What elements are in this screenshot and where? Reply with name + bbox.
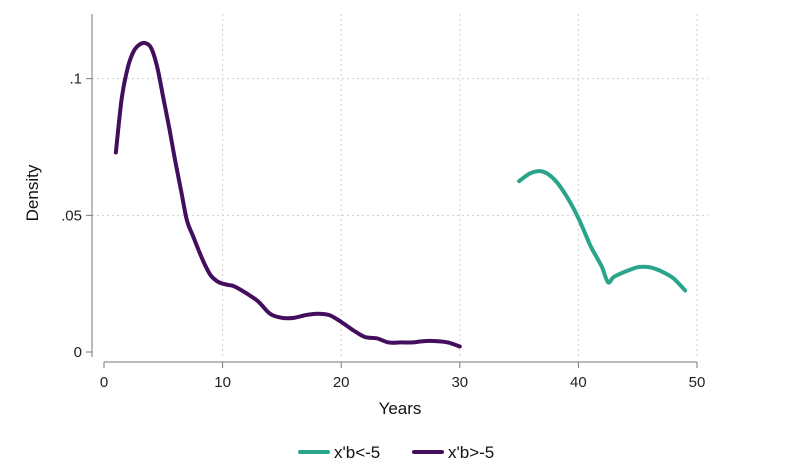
axes	[91, 14, 697, 363]
x-tick-label: 20	[333, 374, 350, 391]
y-axis-title: Density	[23, 164, 42, 221]
legend: x'b<-5 x'b>-5	[298, 443, 494, 462]
series-line-above-neg5	[113, 40, 462, 349]
x-tick-label: 50	[689, 374, 706, 391]
gridlines	[92, 14, 708, 357]
x-axis-title: Years	[379, 399, 422, 418]
x-tick-label: 0	[100, 374, 108, 391]
x-tick-label: 40	[570, 374, 587, 391]
x-tick-label: 30	[451, 374, 468, 391]
y-tick-label: .1	[69, 71, 82, 88]
series-line-below-neg5	[517, 169, 688, 293]
x-tick-label: 10	[214, 374, 231, 391]
legend-item-above-neg5: x'b>-5	[412, 443, 494, 462]
legend-label: x'b<-5	[334, 443, 380, 462]
y-tick-label: .05	[61, 207, 82, 224]
y-tick-label: 0	[74, 344, 82, 361]
ticks: 0 10 20 30 40 50 0 .05 .1	[61, 71, 705, 391]
legend-item-below-neg5: x'b<-5	[298, 443, 380, 462]
series-lines	[113, 40, 688, 349]
legend-label: x'b>-5	[448, 443, 494, 462]
